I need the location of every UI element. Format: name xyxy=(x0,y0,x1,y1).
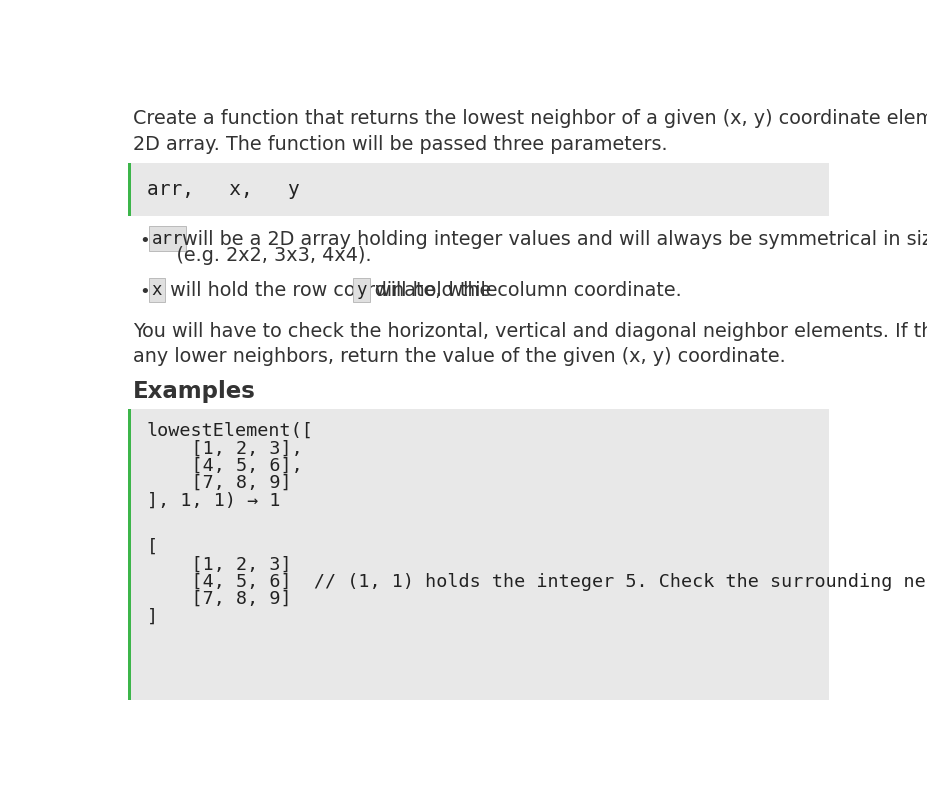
Text: x: x xyxy=(151,281,162,299)
Text: ]: ] xyxy=(146,608,158,625)
Bar xyxy=(131,163,828,216)
Text: will hold the row coordinate, while: will hold the row coordinate, while xyxy=(164,281,503,300)
Text: •: • xyxy=(139,284,150,302)
Text: (e.g. 2x2, 3x3, 4x4).: (e.g. 2x2, 3x3, 4x4). xyxy=(151,246,371,265)
Text: [7, 8, 9]: [7, 8, 9] xyxy=(146,590,291,608)
Text: You will have to check the horizontal, vertical and diagonal neighbor elements. : You will have to check the horizontal, v… xyxy=(133,322,927,341)
Text: arr,   x,   y: arr, x, y xyxy=(146,180,299,199)
Text: Examples: Examples xyxy=(133,380,256,403)
Text: will hold the column coordinate.: will hold the column coordinate. xyxy=(368,281,680,300)
Text: ], 1, 1) → 1: ], 1, 1) → 1 xyxy=(146,491,280,510)
Text: will be a 2D array holding integer values and will always be symmetrical in size: will be a 2D array holding integer value… xyxy=(175,230,927,249)
Bar xyxy=(131,409,828,700)
Text: [1, 2, 3],: [1, 2, 3], xyxy=(146,439,302,457)
Text: 2D array. The function will be passed three parameters.: 2D array. The function will be passed th… xyxy=(133,135,667,154)
Text: lowestElement([: lowestElement([ xyxy=(146,422,313,440)
Text: [7, 8, 9]: [7, 8, 9] xyxy=(146,474,291,492)
Text: y: y xyxy=(356,281,366,299)
Text: arr: arr xyxy=(151,230,183,247)
Text: [4, 5, 6]  // (1, 1) holds the integer 5. Check the surrounding neighbors.: [4, 5, 6] // (1, 1) holds the integer 5.… xyxy=(146,573,927,591)
Text: Create a function that returns the lowest neighbor of a given (x, y) coordinate : Create a function that returns the lowes… xyxy=(133,109,927,128)
Bar xyxy=(128,409,131,700)
Text: [1, 2, 3]: [1, 2, 3] xyxy=(146,555,291,574)
Text: [4, 5, 6],: [4, 5, 6], xyxy=(146,457,302,475)
Bar xyxy=(128,163,131,216)
Text: •: • xyxy=(139,231,150,250)
Text: any lower neighbors, return the value of the given (x, y) coordinate.: any lower neighbors, return the value of… xyxy=(133,348,785,367)
Text: [: [ xyxy=(146,538,158,556)
